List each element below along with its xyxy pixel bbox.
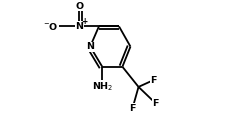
Text: NH$_2$: NH$_2$ (91, 81, 112, 93)
Text: +: + (81, 17, 87, 26)
Text: $^{-}$O: $^{-}$O (43, 21, 58, 32)
Text: O: O (75, 2, 83, 11)
Text: F: F (149, 76, 156, 85)
Text: N: N (86, 42, 94, 51)
Text: F: F (151, 99, 158, 108)
Text: F: F (129, 104, 135, 113)
Text: N: N (75, 22, 83, 31)
